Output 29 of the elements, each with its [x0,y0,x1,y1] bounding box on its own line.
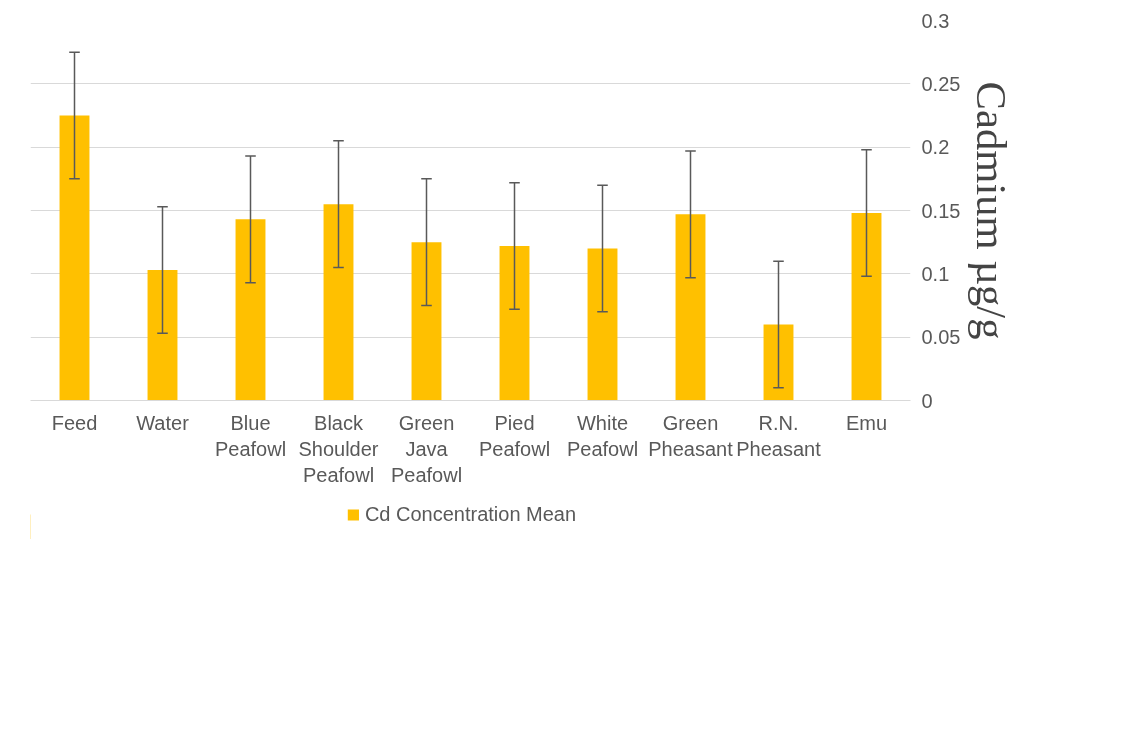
y-tick-label: 0.1 [921,262,950,285]
y-tick-label: 0.2 [921,136,950,159]
bar [235,219,266,401]
x-tick-label: Green Java Peafowl [390,411,463,487]
y-tick-label: 0.25 [921,72,961,95]
legend-label: Cd Concentration Mean [364,502,577,526]
bar [59,115,90,401]
y-tick-label: 0.15 [921,199,961,222]
x-tick-label: R.N. Pheasant [736,411,822,460]
bar [763,324,794,401]
x-tick-label: Black Shoulder Peafowl [298,411,379,487]
bar [323,204,354,401]
y-axis-title: Cadmium µg/g [968,81,1016,340]
x-tick-label: Blue Peafowl [214,411,287,460]
bar [147,270,178,401]
y-tick-label: 0.3 [921,9,950,32]
bar [499,245,530,401]
bar [587,248,618,401]
bar [851,213,882,401]
x-tick-label: Pied Peafowl [478,411,551,460]
x-tick-label: White Peafowl [566,411,639,460]
y-tick-label: 0.05 [921,326,961,349]
bar [411,242,442,401]
x-tick-label: Green Pheasant [648,411,734,460]
x-tick-label: Water [136,411,190,434]
y-tick-label: 0 [921,389,933,412]
bar [675,214,706,401]
x-tick-label: Feed [51,411,98,434]
x-tick-label: Emu [845,411,888,434]
